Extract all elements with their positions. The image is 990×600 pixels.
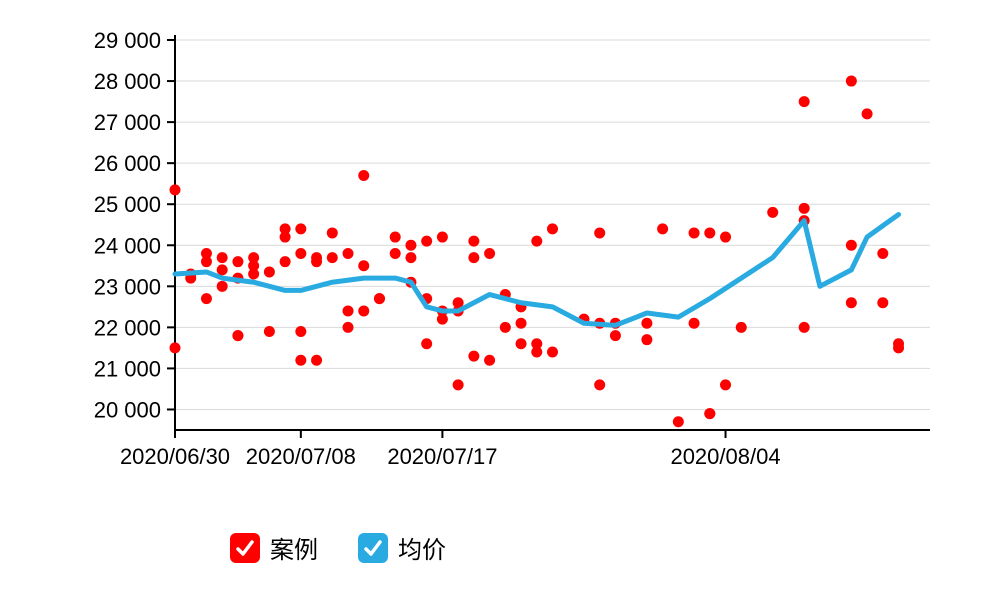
legend-label-scatter: 案例	[270, 530, 318, 565]
svg-text:24 000: 24 000	[94, 233, 161, 258]
svg-text:22 000: 22 000	[94, 315, 161, 340]
svg-text:2020/06/30: 2020/06/30	[120, 444, 230, 469]
svg-text:2020/08/04: 2020/08/04	[670, 444, 780, 469]
legend-swatch-line	[358, 533, 388, 563]
legend-item-scatter[interactable]: 案例	[230, 530, 318, 565]
legend-swatch-scatter	[230, 533, 260, 563]
svg-text:2020/07/08: 2020/07/08	[246, 444, 356, 469]
svg-text:25 000: 25 000	[94, 192, 161, 217]
svg-text:23 000: 23 000	[94, 274, 161, 299]
legend: 案例 均价	[230, 530, 446, 565]
legend-item-line[interactable]: 均价	[358, 530, 446, 565]
chart-svg: 20 000 21 000 22 000 23 000 24 000 25 000 26 0…	[0, 0, 990, 600]
price-scatter-chart: 20 000 21 000 22 000 23 000 24 000 25 000 26 0…	[0, 0, 990, 600]
svg-text:2020/07/17: 2020/07/17	[387, 444, 497, 469]
svg-text:26 000: 26 000	[94, 151, 161, 176]
svg-text:27 000: 27 000	[94, 110, 161, 135]
legend-label-line: 均价	[398, 530, 446, 565]
svg-text:28 000: 28 000	[94, 69, 161, 94]
svg-text:21 000: 21 000	[94, 356, 161, 381]
svg-text:20 000: 20 000	[94, 397, 161, 422]
svg-text:29 000: 29 000	[94, 28, 161, 53]
